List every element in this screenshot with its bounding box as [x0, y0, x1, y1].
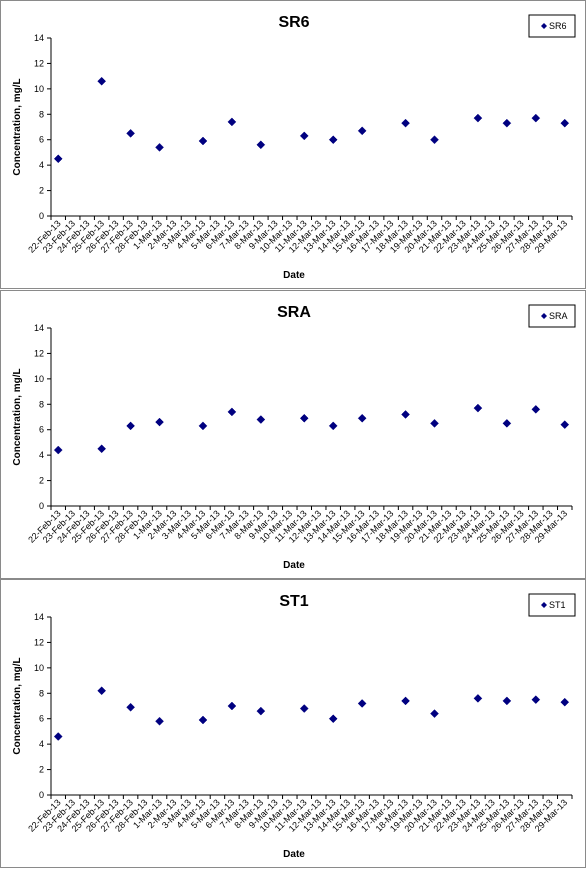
- data-point: [531, 113, 541, 123]
- data-point: [198, 421, 208, 431]
- data-point: [227, 117, 237, 127]
- data-point: [299, 704, 309, 713]
- chart-panel-st1: ST1 Concentration, mg/L Date 0 2 4 6 8 10 12 14 22-…: [0, 579, 586, 868]
- legend-marker: [541, 23, 547, 29]
- data-point: [531, 405, 541, 414]
- x-axis-label: Date: [283, 849, 305, 860]
- data-point: [299, 131, 309, 141]
- data-point: [357, 126, 367, 136]
- y-tick-label: 2: [39, 765, 44, 775]
- y-tick-label: 12: [34, 348, 44, 358]
- data-point: [198, 715, 208, 725]
- y-tick-label: 12: [34, 58, 44, 68]
- y-tick-label: 6: [39, 714, 44, 724]
- data-point: [401, 410, 410, 419]
- y-tick-label: 14: [34, 33, 44, 43]
- chart-panel-sr6: SR6 Concentration, mg/L Date 0 2 4 6 8 10 12 14 22-…: [0, 0, 586, 289]
- y-tick-label: 0: [39, 211, 44, 221]
- data-point: [430, 135, 439, 145]
- chart-title: SRA: [277, 304, 311, 321]
- y-tick-label: 2: [39, 186, 44, 196]
- y-axis-label: Concentration, mg/L: [12, 368, 23, 465]
- data-point: [531, 695, 541, 704]
- y-tick-label: 10: [34, 374, 44, 384]
- data-point: [126, 129, 135, 138]
- y-tick-label: 4: [39, 739, 44, 749]
- y-tick-label: 4: [39, 160, 44, 170]
- chart-panel-sra: SRA Concentration, mg/L Date 0 2 4 6 8 10 12 14 22-…: [0, 290, 586, 579]
- data-point: [473, 113, 483, 123]
- data-point: [401, 696, 410, 706]
- data-point: [53, 732, 63, 741]
- y-tick-label: 10: [34, 84, 44, 94]
- data-point: [328, 714, 338, 724]
- data-point: [227, 701, 237, 711]
- y-tick-label: 8: [39, 399, 44, 409]
- y-tick-label: 2: [39, 476, 44, 486]
- data-point: [430, 419, 439, 428]
- data-point: [357, 413, 367, 423]
- data-point: [299, 413, 309, 423]
- x-axis-label: Date: [283, 270, 305, 281]
- data-point: [155, 142, 164, 152]
- data-point: [328, 421, 338, 431]
- data-point: [97, 686, 107, 696]
- data-point: [560, 697, 570, 707]
- data-point: [560, 118, 570, 128]
- data-point: [401, 118, 410, 128]
- data-point: [227, 407, 237, 417]
- data-point: [473, 403, 483, 413]
- data-point: [155, 716, 164, 726]
- data-point: [430, 709, 439, 718]
- data-point: [502, 696, 512, 706]
- chart-title: ST1: [279, 593, 308, 610]
- legend-label: SR6: [549, 21, 567, 31]
- data-point: [256, 706, 266, 716]
- data-point: [155, 417, 164, 427]
- legend-box: [528, 304, 576, 328]
- y-tick-label: 0: [39, 501, 44, 511]
- legend-marker: [541, 602, 547, 608]
- data-point: [328, 135, 338, 145]
- y-tick-label: 6: [39, 425, 44, 435]
- data-point: [357, 699, 367, 708]
- legend-box: [528, 14, 576, 38]
- y-tick-label: 14: [34, 612, 44, 622]
- y-tick-label: 12: [34, 637, 44, 647]
- data-point: [473, 694, 483, 703]
- data-point: [256, 415, 266, 424]
- legend-marker: [541, 313, 547, 319]
- legend-label: SRA: [549, 311, 568, 321]
- data-point: [198, 136, 208, 146]
- chart-title: SR6: [278, 14, 309, 31]
- y-tick-label: 14: [34, 323, 44, 333]
- y-tick-label: 6: [39, 135, 44, 145]
- data-point: [256, 140, 266, 150]
- data-point: [126, 421, 135, 431]
- y-axis-label: Concentration, mg/L: [12, 78, 23, 175]
- y-axis-label: Concentration, mg/L: [12, 657, 23, 754]
- data-point: [560, 420, 570, 429]
- data-point: [126, 702, 135, 712]
- x-axis-label: Date: [283, 560, 305, 571]
- data-point: [502, 118, 512, 128]
- y-tick-label: 10: [34, 663, 44, 673]
- y-tick-label: 4: [39, 450, 44, 460]
- data-point: [97, 444, 107, 454]
- y-tick-label: 0: [39, 790, 44, 800]
- y-tick-label: 8: [39, 688, 44, 698]
- legend-label: ST1: [549, 600, 566, 610]
- legend-box: [528, 593, 576, 617]
- y-tick-label: 8: [39, 109, 44, 119]
- data-point: [53, 154, 63, 164]
- data-point: [502, 419, 512, 428]
- data-point: [97, 76, 107, 86]
- data-point: [53, 445, 63, 455]
